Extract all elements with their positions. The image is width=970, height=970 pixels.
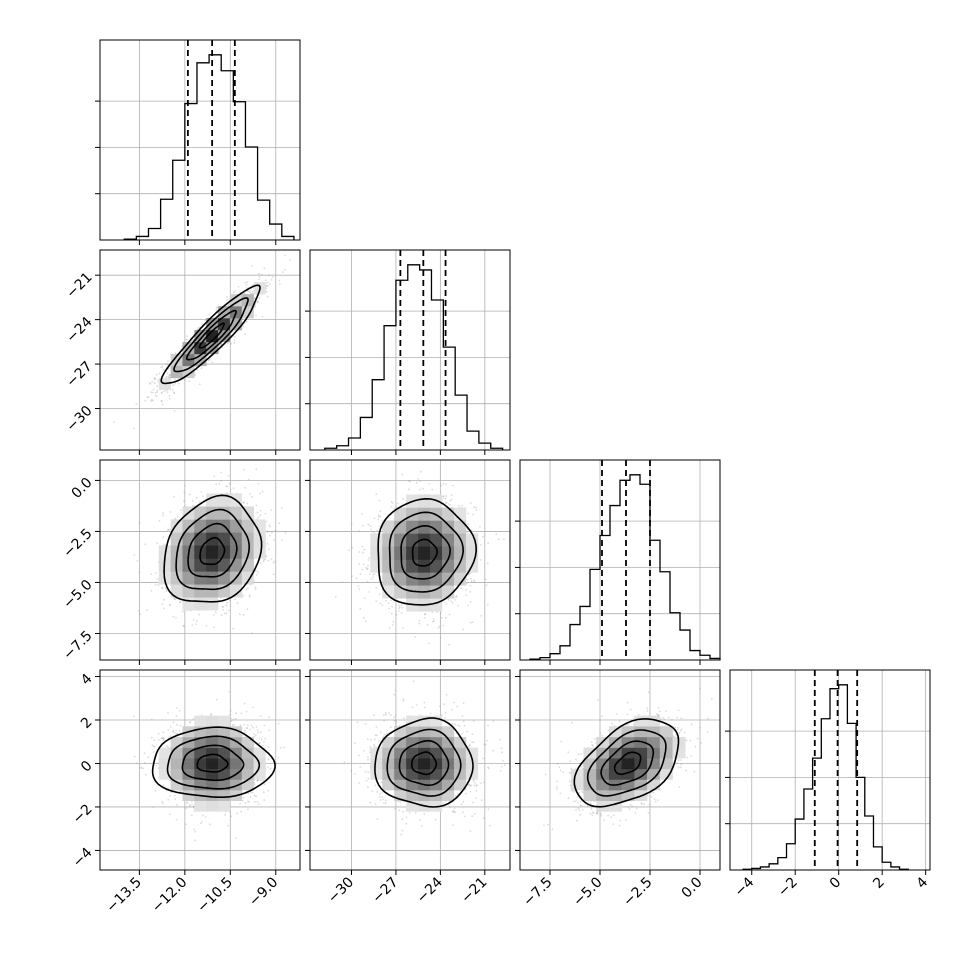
x-tick-label: −24 <box>414 874 446 906</box>
scatter-panel-3-0 <box>95 669 301 875</box>
y-tick-label: −27 <box>63 358 95 390</box>
x-tick-label: −9.0 <box>246 874 281 909</box>
histogram-1 <box>324 264 504 450</box>
x-tick-label: −27 <box>369 874 401 906</box>
contour-line <box>173 297 249 373</box>
scatter-panel-3-2 <box>515 669 721 875</box>
x-tick-label: −7.5 <box>520 874 555 909</box>
x-tick-label: 0.0 <box>679 874 706 901</box>
x-tick-label: −10.5 <box>194 874 236 916</box>
x-tick-label: 2 <box>870 874 888 892</box>
panel-frame <box>99 39 301 241</box>
histogram-0 <box>123 54 295 240</box>
contour-line <box>386 728 462 797</box>
x-tick-label: −13.5 <box>103 874 145 916</box>
y-tick-label: −30 <box>63 403 95 435</box>
contour-line <box>181 744 245 782</box>
x-tick-label: 0 <box>827 874 845 892</box>
x-tick-label: −2.5 <box>620 874 655 909</box>
panel-frame <box>519 459 721 661</box>
density-layer <box>113 254 291 430</box>
density-layer <box>343 680 506 836</box>
histogram-2 <box>529 474 721 660</box>
contour-line <box>160 284 261 385</box>
contour-line <box>166 735 261 790</box>
contour-line <box>573 718 680 808</box>
x-tick-label: −4 <box>731 874 757 900</box>
panel-frame <box>309 459 511 661</box>
scatter-panel-2-1 <box>305 459 511 665</box>
contour-line <box>175 508 251 591</box>
contour-line <box>185 309 237 361</box>
contour-line <box>196 753 229 773</box>
y-tick-label: 2 <box>78 714 96 732</box>
scatter-panel-3-1 <box>305 669 511 875</box>
x-tick-label: −21 <box>458 874 490 906</box>
contour-line <box>374 717 474 808</box>
scatter-panel-2-0 <box>95 459 301 665</box>
density-layer <box>543 687 713 831</box>
y-tick-label: −21 <box>63 270 95 302</box>
contour-line <box>388 511 465 593</box>
y-tick-label: −24 <box>63 314 95 346</box>
contour-line <box>586 729 667 797</box>
y-tick-label: −2 <box>70 801 96 827</box>
density-layer <box>133 468 300 635</box>
y-tick-label: −4 <box>70 845 96 871</box>
panel-background <box>310 250 510 450</box>
panel-frame <box>729 669 931 871</box>
y-tick-label: 4 <box>78 671 96 689</box>
histogram-3 <box>742 684 909 870</box>
contour-line <box>600 740 655 786</box>
panel-frame <box>309 249 511 451</box>
contour-line <box>400 524 451 580</box>
contour-line <box>411 538 438 567</box>
contour-line <box>163 494 263 603</box>
contour-line <box>187 522 238 578</box>
panel-frame <box>99 669 301 871</box>
contour-line <box>198 322 225 349</box>
x-tick-label: −30 <box>325 874 357 906</box>
y-tick-label: −5.0 <box>60 577 95 612</box>
scatter-panel-1-0 <box>95 249 301 455</box>
contour-line <box>411 751 438 776</box>
contour-line <box>199 536 226 566</box>
contour-line <box>613 751 642 776</box>
y-tick-label: −2.5 <box>60 526 95 561</box>
y-tick-label: 0.0 <box>69 475 96 502</box>
y-tick-label: −7.5 <box>60 628 95 663</box>
panel-background <box>100 40 300 240</box>
density-layer <box>132 690 285 842</box>
x-tick-label: −12.0 <box>149 874 191 916</box>
y-tick-label: 0 <box>78 758 96 776</box>
x-tick-label: −2 <box>775 874 801 900</box>
panel-frame <box>99 459 301 661</box>
panel-frame <box>99 249 301 451</box>
panel-frame <box>519 669 721 871</box>
panel-frame <box>309 669 511 871</box>
x-tick-label: 4 <box>914 874 932 892</box>
contour-line <box>398 740 450 787</box>
density-layer <box>334 470 505 646</box>
contour-line <box>151 726 276 798</box>
x-tick-label: −5.0 <box>570 874 605 909</box>
contour-line <box>377 497 478 606</box>
